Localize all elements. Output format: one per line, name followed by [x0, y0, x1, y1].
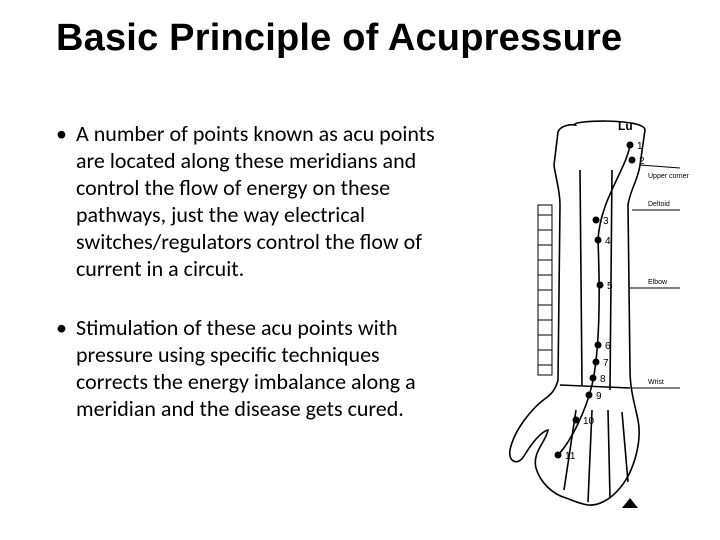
acu-point-label: 6 — [605, 341, 611, 352]
svg-text:Deltoid: Deltoid — [648, 201, 670, 208]
meridian-label: Lu — [618, 119, 633, 133]
bullet-marker-icon: • — [56, 314, 76, 342]
forearm-diagram: 1234567891011 Lu Upper corner of Deltoid… — [480, 110, 690, 510]
bullet-text: Stimulation of these acu points with pre… — [76, 314, 456, 422]
acu-point — [595, 237, 602, 244]
bullet-text: A number of points known as acu points a… — [76, 120, 456, 282]
legend-marker — [622, 498, 638, 508]
acu-point — [629, 157, 636, 164]
acu-point — [555, 452, 562, 459]
side-annotations: Upper corner of Deltoid Elbow Wrist — [630, 165, 690, 388]
acu-point — [593, 217, 600, 224]
slide: Basic Principle of Acupressure • A numbe… — [0, 0, 720, 540]
acu-point-label: 9 — [596, 391, 602, 402]
bullet-item: • A number of points known as acu points… — [56, 120, 456, 282]
ruler — [538, 205, 552, 375]
svg-text:Elbow: Elbow — [648, 279, 668, 286]
acu-point — [586, 392, 593, 399]
acu-point-label: 1 — [637, 141, 643, 152]
acu-point — [590, 375, 597, 382]
slide-body: • A number of points known as acu points… — [56, 120, 456, 454]
arm-outline — [510, 121, 645, 505]
acu-point-label: 10 — [583, 416, 595, 427]
acu-point — [573, 417, 580, 424]
acu-point-label: 5 — [607, 281, 613, 292]
acu-point-label: 3 — [603, 216, 609, 227]
acu-point-label: 8 — [600, 374, 606, 385]
acu-point — [597, 282, 604, 289]
acu-point-label: 11 — [565, 451, 576, 462]
bullet-marker-icon: • — [56, 120, 76, 148]
acu-point-label: 7 — [603, 358, 609, 369]
svg-text:Upper corner of: Upper corner of — [648, 173, 690, 180]
acu-point — [593, 359, 600, 366]
acu-point-label: 4 — [605, 236, 611, 247]
svg-text:Wrist: Wrist — [648, 379, 664, 386]
acu-point — [595, 342, 602, 349]
bullet-item: • Stimulation of these acu points with p… — [56, 314, 456, 422]
acu-point — [627, 142, 634, 149]
slide-title: Basic Principle of Acupressure — [56, 18, 680, 60]
